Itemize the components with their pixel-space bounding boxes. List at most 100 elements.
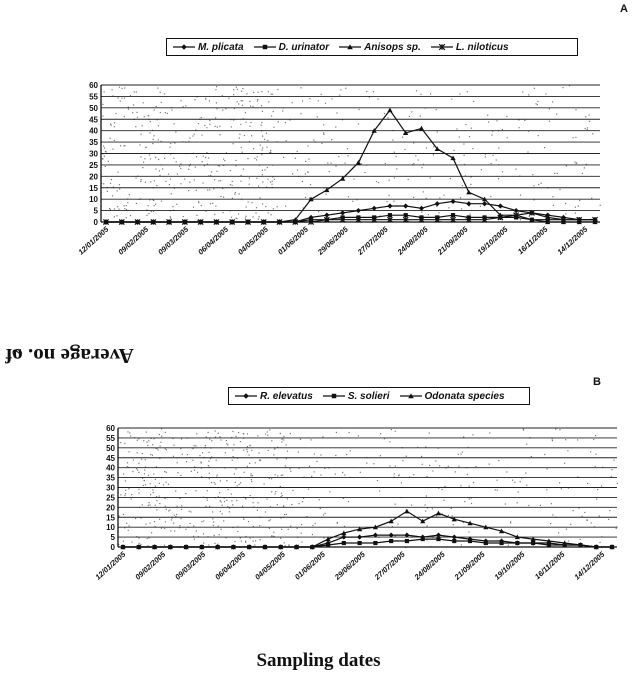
texture-dot — [137, 469, 139, 471]
texture-dot — [599, 204, 601, 206]
texture-dot — [429, 177, 431, 179]
texture-dot — [103, 183, 105, 185]
texture-dot — [512, 479, 514, 481]
texture-dot — [538, 183, 540, 186]
texture-dot — [244, 112, 246, 114]
texture-dot — [173, 444, 175, 446]
texture-dot — [292, 489, 294, 492]
data-point — [386, 216, 393, 223]
x-tick-label: 19/10/2005 — [476, 224, 511, 256]
texture-dot — [116, 190, 118, 192]
texture-dot — [398, 475, 400, 477]
texture-dot — [568, 85, 571, 87]
texture-dot — [242, 88, 244, 90]
texture-dot — [517, 491, 519, 493]
texture-dot — [128, 194, 130, 196]
texture-dot — [281, 528, 283, 530]
data-point — [357, 526, 363, 532]
texture-dot — [379, 490, 381, 492]
legend-marker — [262, 44, 267, 50]
texture-dot — [173, 157, 175, 159]
texture-dot — [277, 88, 279, 91]
texture-dot — [169, 146, 171, 148]
y-tick-label: 50 — [106, 444, 115, 453]
texture-dot — [149, 132, 151, 134]
y-tick-label: 55 — [106, 434, 115, 443]
texture-dot — [265, 206, 267, 208]
texture-dot — [487, 114, 489, 116]
data-point — [388, 518, 394, 524]
texture-dot — [528, 215, 530, 217]
texture-dot — [296, 150, 298, 153]
data-point — [499, 540, 504, 546]
data-point — [545, 219, 551, 225]
texture-dot — [217, 496, 219, 498]
texture-dot — [223, 520, 225, 522]
texture-dot — [460, 208, 463, 210]
texture-dot — [397, 523, 399, 525]
texture-dot — [270, 93, 272, 95]
texture-dot — [458, 136, 460, 138]
texture-dot — [180, 167, 182, 170]
texture-dot — [240, 100, 242, 102]
texture-dot — [384, 162, 386, 165]
texture-dot — [161, 428, 163, 430]
texture-dot — [151, 454, 154, 456]
texture-dot — [413, 474, 415, 476]
texture-dot — [144, 466, 146, 468]
texture-dot — [123, 145, 125, 147]
texture-dot — [564, 462, 566, 464]
texture-dot — [152, 489, 154, 491]
data-point — [467, 538, 473, 544]
texture-dot — [204, 444, 206, 447]
series-triangle — [103, 107, 598, 225]
texture-dot — [155, 203, 157, 205]
data-point — [341, 540, 346, 546]
texture-dot — [155, 495, 158, 498]
texture-dot — [234, 191, 236, 194]
texture-dot — [150, 437, 152, 439]
texture-dot — [395, 155, 397, 157]
texture-dot — [305, 160, 307, 162]
data-point — [544, 214, 551, 221]
texture-dot — [286, 498, 288, 500]
texture-dot — [427, 214, 429, 216]
texture-dot — [165, 180, 167, 182]
texture-dot — [244, 497, 247, 499]
texture-dot — [570, 523, 572, 525]
legend-item: S. solieri — [322, 391, 390, 402]
series-line — [123, 510, 612, 548]
texture-dot — [243, 518, 245, 520]
texture-dot — [240, 123, 242, 125]
texture-dot — [546, 489, 548, 491]
texture-dot — [150, 210, 152, 212]
texture-dot — [215, 117, 217, 119]
texture-dot — [289, 468, 291, 470]
texture-dot — [120, 145, 122, 147]
texture-dot — [147, 444, 149, 446]
texture-dot — [304, 196, 307, 198]
texture-dot — [347, 155, 349, 157]
texture-dot — [447, 465, 449, 467]
texture-dot — [313, 139, 315, 141]
data-point — [515, 540, 520, 546]
texture-dot — [115, 112, 117, 115]
data-point — [278, 544, 284, 550]
texture-dot — [559, 482, 561, 484]
texture-dot — [145, 431, 147, 433]
texture-dot — [565, 165, 567, 167]
texture-dot — [550, 503, 552, 505]
texture-dot — [228, 97, 230, 99]
texture-dot — [279, 485, 281, 488]
texture-dot — [383, 438, 385, 440]
texture-dot — [254, 544, 256, 546]
texture-dot — [205, 98, 207, 100]
texture-dot — [496, 120, 498, 122]
texture-dot — [444, 485, 446, 487]
texture-dot — [252, 106, 254, 108]
texture-dot — [565, 202, 567, 205]
texture-dot — [349, 450, 351, 452]
texture-dot — [249, 105, 252, 107]
texture-dot — [241, 151, 243, 153]
